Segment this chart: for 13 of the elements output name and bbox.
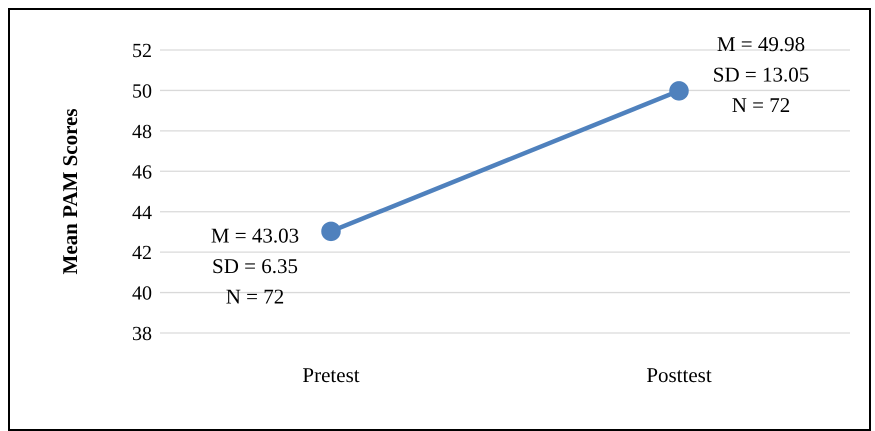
y-tick-label: 48 xyxy=(132,120,152,143)
y-tick-label: 40 xyxy=(132,282,152,305)
annotation: M = 43.03 SD = 6.35 N = 72 xyxy=(210,223,300,308)
y-axis-title: Mean PAM Scores xyxy=(58,108,82,275)
annotation: M = 49.98 SD = 13.05 N = 72 xyxy=(712,32,810,117)
x-tick-label: Posttest xyxy=(646,362,712,387)
y-tick-label: 50 xyxy=(132,80,152,103)
y-tick-label: 52 xyxy=(132,40,152,62)
y-tick-label: 42 xyxy=(132,242,152,264)
y-tick-label: 44 xyxy=(132,202,152,224)
y-tick-label: 38 xyxy=(132,323,152,346)
y-tick-label: 46 xyxy=(132,161,152,184)
x-tick-label: Pretest xyxy=(302,362,360,387)
